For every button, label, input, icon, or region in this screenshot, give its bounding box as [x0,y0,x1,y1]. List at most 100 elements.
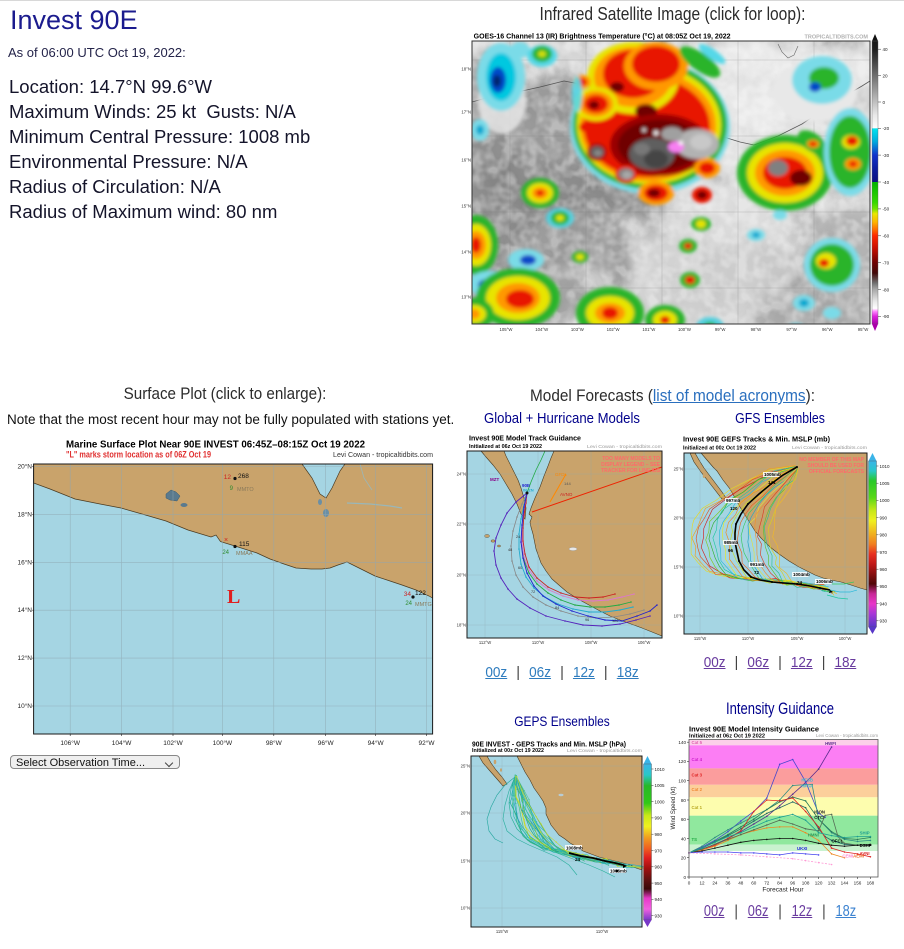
svg-text:15°N: 15°N [674,565,683,570]
svg-text:"L" marks storm location as of: "L" marks storm location as of 06Z Oct 1… [66,450,211,461]
svg-text:84: 84 [555,606,559,610]
svg-text:98°W: 98°W [751,327,762,332]
svg-text:-20: -20 [883,126,890,131]
svg-text:120: 120 [815,881,823,886]
svg-text:Levi Cowan - tropicaltidbits.c: Levi Cowan - tropicaltidbits.com [333,450,433,459]
svg-text:99°W: 99°W [715,327,726,332]
svg-text:×: × [224,537,228,544]
svg-text:96: 96 [728,548,734,553]
svg-text:36: 36 [725,881,731,886]
svg-text:144: 144 [841,881,849,886]
svg-text:06.2N: 06.2N [523,488,534,493]
svg-text:Invest 90E Model Intensity Gui: Invest 90E Model Intensity Guidance [689,725,819,734]
svg-text:-80: -80 [883,287,890,292]
svg-text:GOES-16 Channel 13 (IR) Bright: GOES-16 Channel 13 (IR) Brightness Tempe… [474,33,731,41]
svg-text:25°N: 25°N [674,467,683,472]
svg-text:97°W: 97°W [786,327,797,332]
svg-text:Cat 5: Cat 5 [692,740,703,745]
svg-text:144: 144 [768,480,776,485]
svg-text:18°N: 18°N [17,510,32,518]
svg-text:106°W: 106°W [60,739,80,747]
svg-text:12: 12 [224,474,232,481]
svg-text:100: 100 [678,779,686,784]
svg-text:18°N: 18°N [457,623,466,628]
svg-text:960: 960 [880,567,888,572]
svg-text:24: 24 [712,881,718,886]
svg-text:110°W: 110°W [742,636,754,641]
svg-text:Wind Speed (kt): Wind Speed (kt) [671,786,677,829]
svg-text:18°N: 18°N [461,67,471,72]
svg-text:1005: 1005 [880,481,891,486]
svg-text:90E INVEST - GEPS Tracks and M: 90E INVEST - GEPS Tracks and Min. MSLP (… [472,742,626,749]
svg-text:Initialized at 00z Oct 19 2022: Initialized at 00z Oct 19 2022 [683,446,756,452]
svg-text:930: 930 [655,914,663,919]
svg-text:DSHP: DSHP [860,843,872,848]
svg-text:115°W: 115°W [496,929,508,934]
svg-text:0: 0 [683,875,686,880]
svg-text:HMNI: HMNI [808,833,819,838]
svg-text:Levi Cowan - tropicaltidbits.c: Levi Cowan - tropicaltidbits.com [816,733,878,739]
svg-text:9: 9 [230,486,234,492]
svg-text:100°W: 100°W [213,739,233,747]
svg-text:48: 48 [508,548,512,552]
svg-text:95°W: 95°W [858,327,869,332]
svg-text:100°W: 100°W [678,327,692,332]
svg-text:-30: -30 [883,153,890,158]
svg-text:60: 60 [681,817,687,822]
svg-text:AVNO: AVNO [560,492,573,497]
svg-text:96°W: 96°W [822,327,833,332]
svg-text:115: 115 [239,541,250,548]
svg-text:96°W: 96°W [318,739,335,747]
svg-text:Levi Cowan - tropicaltidbits.c: Levi Cowan - tropicaltidbits.com [567,748,642,754]
svg-text:60: 60 [751,881,757,886]
svg-text:970: 970 [655,848,663,853]
svg-text:AVNI: AVNI [860,851,870,856]
svg-text:UKXI: UKXI [797,846,807,851]
svg-text:20°N: 20°N [457,573,466,578]
svg-text:1008mb: 1008mb [566,846,583,851]
svg-text:24: 24 [516,535,520,539]
svg-text:105°W: 105°W [791,636,804,641]
svg-text:15°N: 15°N [461,204,471,209]
svg-text:84: 84 [777,881,783,886]
svg-text:Levi Cowan - tropicaltidbits.c: Levi Cowan - tropicaltidbits.com [587,444,662,450]
svg-text:20°N: 20°N [674,516,683,521]
svg-text:10°N: 10°N [461,906,470,911]
svg-text:20°N: 20°N [17,463,32,471]
svg-text:20: 20 [883,73,889,78]
svg-text:108: 108 [802,881,810,886]
svg-text:15°N: 15°N [461,859,470,864]
svg-text:HFSA: HFSA [801,783,813,788]
svg-text:TROPICALTIDBITS.COM: TROPICALTIDBITS.COM [805,35,869,41]
svg-text:950: 950 [880,584,888,589]
svg-text:L: L [227,586,240,608]
svg-text:102°W: 102°W [163,739,183,747]
svg-text:940: 940 [655,897,663,902]
svg-text:HFSB: HFSB [801,778,813,783]
svg-text:1000: 1000 [655,799,666,804]
svg-text:ICON: ICON [814,809,825,814]
svg-text:NO MEMBER OF THIS MAP: NO MEMBER OF THIS MAP [799,457,864,463]
svg-text:TOO MANY MODELS TO: TOO MANY MODELS TO [602,456,660,462]
svg-text:TS: TS [692,837,698,842]
svg-text:MZT: MZT [490,477,499,482]
svg-text:1005: 1005 [655,783,666,788]
svg-text:1006mb: 1006mb [610,869,627,874]
svg-text:168: 168 [867,881,875,886]
svg-text:10°N: 10°N [17,702,32,710]
svg-text:40: 40 [681,836,687,841]
svg-text:-40: -40 [883,180,890,185]
svg-text:12°N: 12°N [17,654,32,662]
svg-text:AEMI: AEMI [853,854,864,859]
svg-text:90E: 90E [522,483,530,488]
svg-text:Invest 90E GEFS Tracks & Min.: Invest 90E GEFS Tracks & Min. MSLP (mb) [683,437,830,444]
svg-text:72: 72 [754,570,760,575]
svg-text:40: 40 [883,47,889,52]
svg-text:98°W: 98°W [266,739,283,747]
svg-text:268: 268 [238,473,249,480]
svg-text:104°W: 104°W [112,739,132,747]
svg-text:997mb: 997mb [726,498,741,503]
svg-text:Cat 4: Cat 4 [692,757,703,762]
svg-text:1006mb: 1006mb [816,579,833,584]
svg-text:985mb: 985mb [724,540,739,545]
